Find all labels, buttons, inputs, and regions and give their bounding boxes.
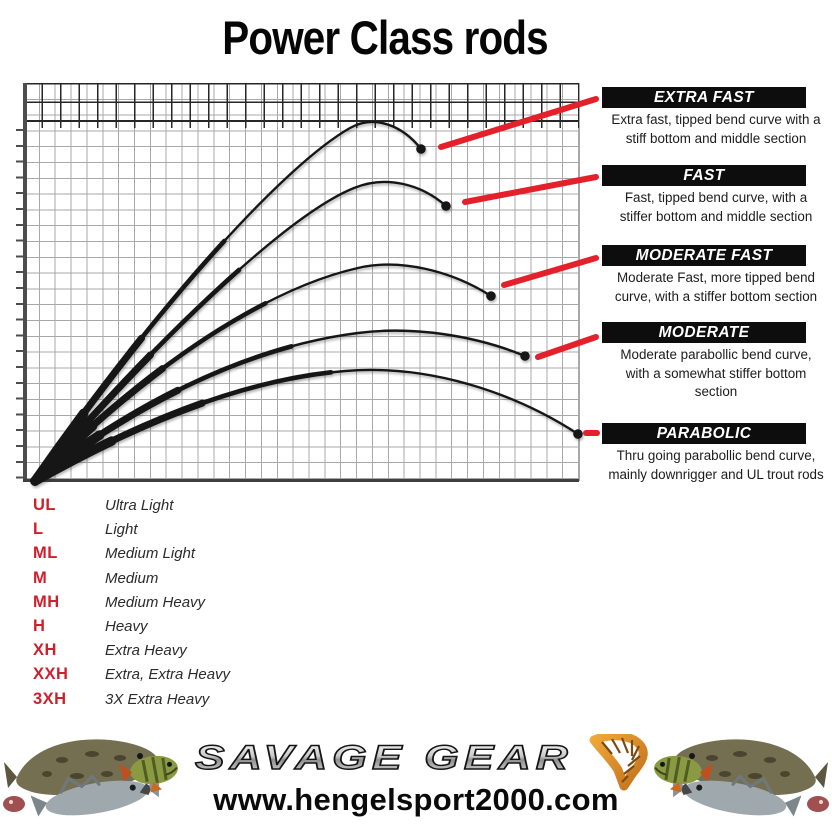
power-class-row: XH Extra Heavy [33, 641, 333, 665]
chart-grid [23, 83, 580, 481]
power-class-code: M [33, 568, 48, 587]
action-description-line: mainly downrigger and UL trout rods [608, 466, 824, 482]
action-description-line: Thru going parabollic bend curve, [616, 448, 816, 463]
action-banner: FAST [602, 165, 806, 186]
chart-bottom-axis [23, 479, 579, 482]
chart-grid-tick-stubs [23, 121, 579, 128]
power-class-row: M Medium [33, 569, 333, 593]
power-class-code: 3XH [33, 689, 67, 708]
chart-left-axis [23, 83, 27, 481]
action-name: MODERATE FAST [635, 246, 773, 264]
action-name: PARABOLIC [656, 424, 752, 442]
action-banner: MODERATE FAST [602, 245, 806, 266]
power-class-label: Medium Heavy [105, 593, 206, 611]
action-description-line: Moderate Fast, more tipped bend [617, 270, 815, 285]
action-name: FAST [683, 166, 725, 184]
power-class-label: Extra Heavy [105, 642, 187, 660]
action-label-block: FAST Fast, tipped bend curve, with a stif… [600, 165, 832, 226]
action-description: Fast, tipped bend curve, with a stiffer b… [600, 189, 832, 226]
page-title: Power Class rods [222, 11, 548, 64]
power-class-label: 3X Extra Heavy [105, 690, 210, 708]
power-class-legend: UL Ultra Light L Light ML Medium Light M… [33, 496, 333, 714]
power-class-label: Extra, Extra Heavy [105, 666, 231, 684]
action-description-line: stiff bottom and middle section [625, 130, 807, 146]
action-banner: PARABOLIC [602, 423, 806, 444]
power-class-row: L Light [33, 520, 333, 544]
power-class-code: ML [33, 544, 58, 563]
fish-collage-right-icon [654, 739, 829, 817]
power-class-label: Medium [105, 569, 159, 587]
action-description-line: curve, with a stiffer bottom section [614, 288, 818, 304]
action-description-line: Moderate parabollic bend curve, [620, 347, 812, 362]
power-class-row: H Heavy [33, 617, 333, 641]
action-label-block: MODERATE FAST Moderate Fast, more tipped… [600, 245, 832, 306]
footer-banner: SAVAGE GEAR www.hengelsport2000.com [0, 728, 832, 832]
savage-gear-jaw-icon [589, 734, 648, 791]
action-banner: MODERATE [602, 322, 806, 343]
action-description-line: stiffer bottom and middle section [619, 208, 813, 224]
savage-gear-logo: SAVAGE GEAR [194, 738, 573, 777]
website-url: www.hengelsport2000.com [213, 782, 619, 817]
action-description-line: Fast, tipped bend curve, with a [624, 190, 808, 205]
power-class-row: UL Ultra Light [33, 496, 333, 520]
action-description: Thru going parabollic bend curve, mainly … [600, 447, 832, 484]
action-description: Moderate parabollic bend curve, with a so… [600, 346, 832, 402]
power-class-code: H [33, 616, 46, 635]
fish-collage-left-icon [3, 739, 178, 817]
power-class-label: Ultra Light [105, 497, 174, 514]
power-class-row: 3XH 3X Extra Heavy [33, 690, 333, 714]
power-class-code: XXH [33, 665, 69, 684]
chart-left-axis-ticks [16, 129, 23, 481]
action-label-block: PARABOLIC Thru going parabollic bend cur… [600, 423, 832, 484]
power-class-label: Light [105, 521, 138, 539]
action-name: EXTRA FAST [654, 88, 754, 106]
action-description-line: section [694, 384, 738, 400]
chart-grid-dark-band [23, 83, 579, 122]
action-label-block: MODERATE Moderate parabollic bend curve,… [600, 322, 832, 402]
action-label-block: EXTRA FAST Extra fast, tipped bend curve… [600, 87, 832, 148]
action-description: Moderate Fast, more tipped bend curve, wi… [600, 269, 832, 306]
action-description-line: Extra fast, tipped bend curve with a [611, 112, 821, 127]
power-class-code: MH [33, 592, 60, 611]
power-class-code: UL [33, 496, 56, 514]
power-class-row: MH Medium Heavy [33, 593, 333, 617]
action-description: Extra fast, tipped bend curve with a stif… [600, 111, 832, 148]
power-class-row: ML Medium Light [33, 544, 333, 568]
action-description-line: with a somewhat stiffer bottom [625, 365, 807, 381]
power-class-label: Heavy [105, 617, 148, 635]
power-class-row: XXH Extra, Extra Heavy [33, 665, 333, 689]
power-class-code: XH [33, 641, 57, 660]
power-class-code: L [33, 520, 44, 539]
brand-text: SAVAGE GEAR [195, 739, 573, 777]
action-name: MODERATE [658, 323, 750, 341]
power-class-label: Medium Light [105, 545, 196, 563]
action-banner: EXTRA FAST [602, 87, 806, 108]
